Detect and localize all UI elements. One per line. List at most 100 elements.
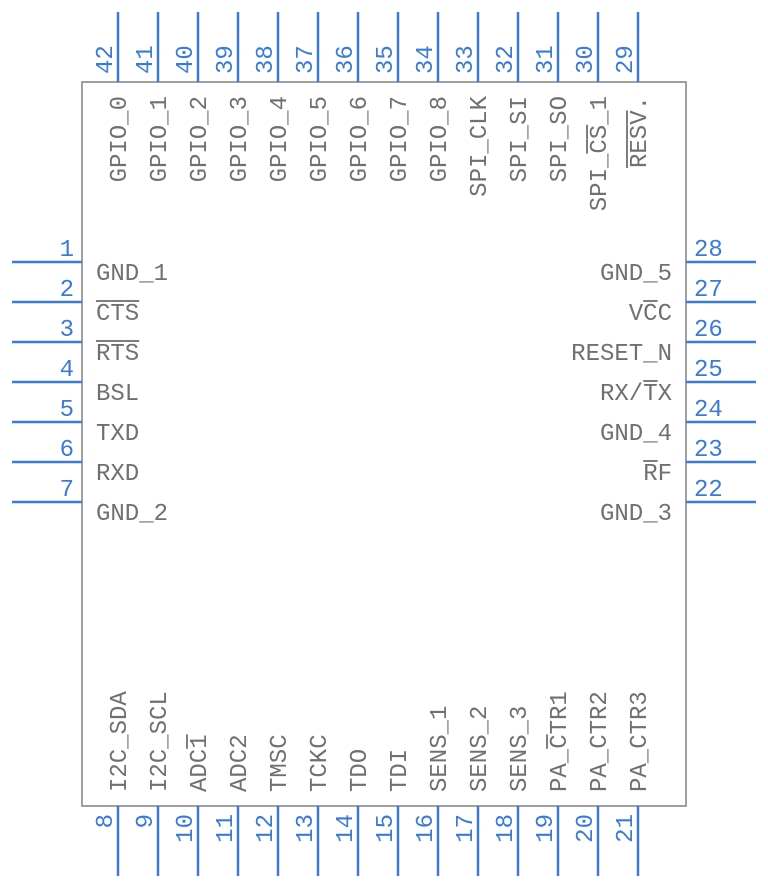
- svg-text:I2C_SDA: I2C_SDA: [107, 691, 134, 792]
- pin-number-group: 30: [573, 45, 600, 74]
- svg-text:GPIO_0: GPIO_0: [107, 96, 134, 182]
- svg-text:SPI_CLK: SPI_CLK: [467, 95, 494, 196]
- pin-number-group: 38: [253, 45, 280, 74]
- pin-name-group: GPIO_6: [347, 96, 374, 182]
- svg-text:37: 37: [293, 45, 320, 74]
- pin-name: RTS: [96, 341, 139, 368]
- svg-text:20: 20: [573, 814, 600, 843]
- pin-number: 28: [694, 237, 723, 264]
- svg-text:14: 14: [333, 814, 360, 843]
- svg-text:GPIO_4: GPIO_4: [267, 96, 294, 182]
- svg-text:10: 10: [173, 814, 200, 843]
- pin-name: CTS: [96, 301, 139, 328]
- pin-name-group: GPIO_0: [107, 96, 134, 182]
- pin-number: 26: [694, 317, 723, 344]
- pin-name-group: GPIO_4: [267, 96, 294, 182]
- pin-number: 3: [60, 317, 74, 344]
- pin-name: TXD: [96, 421, 139, 448]
- svg-text:SENS_1: SENS_1: [427, 706, 454, 792]
- pin-name-group: SENS_2: [467, 706, 494, 792]
- pin-number-group: 9: [133, 814, 160, 828]
- pin-name: BSL: [96, 381, 139, 408]
- pin-number-group: 39: [213, 45, 240, 74]
- svg-text:RESV.: RESV.: [627, 96, 654, 168]
- svg-text:GPIO_3: GPIO_3: [227, 96, 254, 182]
- svg-text:8: 8: [93, 814, 120, 828]
- pin-number: 22: [694, 477, 723, 504]
- pin-number-group: 32: [493, 45, 520, 74]
- pin-name-group: SPI_SI: [507, 96, 534, 182]
- pin-name: GND_1: [96, 261, 168, 288]
- pin-number-group: 10: [173, 814, 200, 843]
- svg-text:I2C_SCL: I2C_SCL: [147, 691, 174, 792]
- pin-number: 6: [60, 437, 74, 464]
- svg-text:GPIO_8: GPIO_8: [427, 96, 454, 182]
- pin-number-group: 8: [93, 814, 120, 828]
- svg-text:42: 42: [93, 45, 120, 74]
- svg-text:ADC2: ADC2: [227, 734, 254, 792]
- pin-name-group: GPIO_8: [427, 96, 454, 182]
- pin-number-group: 36: [333, 45, 360, 74]
- pin-number: 7: [60, 477, 74, 504]
- svg-text:33: 33: [453, 45, 480, 74]
- svg-text:ADC1: ADC1: [187, 734, 214, 792]
- svg-text:29: 29: [613, 45, 640, 74]
- svg-text:9: 9: [133, 814, 160, 828]
- pin-number: 5: [60, 397, 74, 424]
- svg-text:SENS_3: SENS_3: [507, 706, 534, 792]
- pin-number-group: 16: [413, 814, 440, 843]
- pin-number-group: 34: [413, 45, 440, 74]
- pin-number: 24: [694, 397, 723, 424]
- pin-name-group: SPI_CS_1: [587, 96, 614, 211]
- pin-name-group: PA_CTR2: [587, 691, 614, 792]
- pin-name-group: GPIO_5: [307, 96, 334, 182]
- svg-text:15: 15: [373, 814, 400, 843]
- pin-name: RF: [643, 461, 672, 488]
- pin-name-group: PA_CTR1: [547, 691, 574, 792]
- svg-text:TDI: TDI: [387, 749, 414, 792]
- svg-text:GPIO_5: GPIO_5: [307, 96, 334, 182]
- pin-name: GND_3: [600, 501, 672, 528]
- pin-name: GND_4: [600, 421, 672, 448]
- svg-text:PA_CTR2: PA_CTR2: [587, 691, 614, 792]
- svg-text:38: 38: [253, 45, 280, 74]
- pin-number: 2: [60, 277, 74, 304]
- pin-name-group: SPI_SO: [547, 96, 574, 182]
- svg-text:34: 34: [413, 45, 440, 74]
- svg-text:GPIO_6: GPIO_6: [347, 96, 374, 182]
- pin-name: RESET_N: [571, 341, 672, 368]
- pin-name-group: TDI: [387, 749, 414, 792]
- pin-name-group: I2C_SCL: [147, 691, 174, 792]
- pin-name-group: GPIO_2: [187, 96, 214, 182]
- pin-name-group: ADC1: [187, 734, 214, 792]
- svg-text:SENS_2: SENS_2: [467, 706, 494, 792]
- pin-name-group: SENS_3: [507, 706, 534, 792]
- svg-text:GPIO_1: GPIO_1: [147, 96, 174, 182]
- svg-text:SPI_CS_1: SPI_CS_1: [587, 96, 614, 211]
- svg-text:32: 32: [493, 45, 520, 74]
- pin-number-group: 12: [253, 814, 280, 843]
- pin-number-group: 15: [373, 814, 400, 843]
- pin-number: 27: [694, 277, 723, 304]
- pin-number-group: 41: [133, 45, 160, 74]
- pin-number: 4: [60, 357, 74, 384]
- pin-name: RXD: [96, 461, 139, 488]
- pin-number-group: 35: [373, 45, 400, 74]
- pin-name-group: SPI_CLK: [467, 95, 494, 196]
- pin-number-group: 11: [213, 814, 240, 843]
- svg-text:30: 30: [573, 45, 600, 74]
- pin-number-group: 14: [333, 814, 360, 843]
- svg-text:39: 39: [213, 45, 240, 74]
- pin-name: GND_2: [96, 501, 168, 528]
- svg-text:36: 36: [333, 45, 360, 74]
- svg-text:GPIO_7: GPIO_7: [387, 96, 414, 182]
- svg-text:TDO: TDO: [347, 749, 374, 792]
- svg-text:17: 17: [453, 814, 480, 843]
- pin-name-group: SENS_1: [427, 706, 454, 792]
- pin-name-group: TMSC: [267, 734, 294, 792]
- svg-text:TMSC: TMSC: [267, 734, 294, 792]
- pin-number-group: 42: [93, 45, 120, 74]
- pin-number: 25: [694, 357, 723, 384]
- pin-name-group: I2C_SDA: [107, 691, 134, 792]
- pin-number-group: 29: [613, 45, 640, 74]
